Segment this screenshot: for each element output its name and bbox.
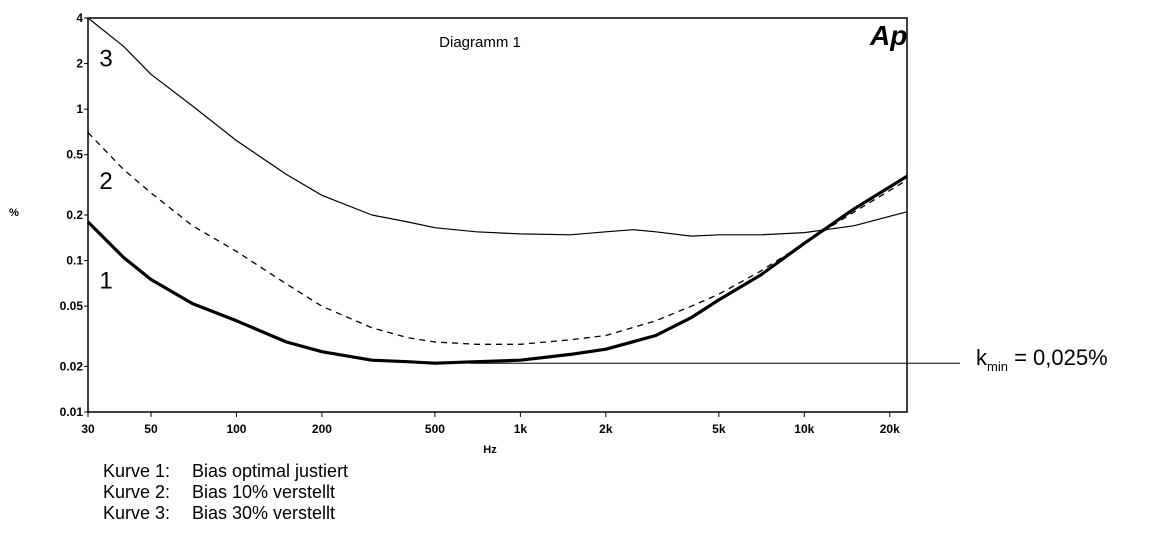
plot-frame: [87, 17, 908, 413]
y-tick-label-7: 2: [76, 57, 83, 71]
x-tick-label-6: 2k: [599, 422, 613, 436]
series-line-3: [87, 17, 908, 237]
legend-key-2: Kurve 2:: [103, 482, 171, 502]
legend-row-3: Kurve 3: Bias 30% verstellt: [103, 503, 348, 524]
chart-title: Diagramm 1: [439, 34, 521, 51]
y-axis-ticks: 0.01 0.02 0.05 0.1 0.2 0.5 1 2 4: [60, 11, 88, 419]
kmin-k: k: [976, 345, 988, 370]
y-axis-label: %: [9, 207, 19, 219]
x-tick-label-0: 30: [81, 422, 95, 436]
x-tick-label-5: 1k: [514, 422, 528, 436]
x-tick-label-4: 500: [425, 422, 445, 436]
kmin-annotation: kmin = 0,025%: [976, 345, 1108, 374]
x-tick-label-3: 200: [312, 422, 332, 436]
curve-label-2: 2: [99, 168, 112, 195]
y-tick-label-6: 1: [76, 102, 83, 116]
ap-logo: Ap: [869, 20, 907, 51]
kmin-value: = 0,025%: [1008, 345, 1108, 370]
x-axis-label: Hz: [483, 444, 497, 456]
y-tick-label-4: 0.2: [66, 208, 83, 222]
legend-text-3: Bias 30% verstellt: [192, 503, 336, 523]
kmin-subscript: min: [987, 359, 1008, 374]
x-tick-label-1: 50: [144, 422, 158, 436]
curve-label-1: 1: [99, 267, 112, 294]
y-tick-label-8: 4: [76, 11, 83, 25]
x-axis-ticks: 30 50 100 200 500 1k 2k 5k 10k 20k: [81, 412, 900, 436]
legend-text-1: Bias optimal justiert: [192, 461, 349, 481]
legend-row-2: Kurve 2: Bias 10% verstellt: [103, 482, 348, 503]
legend-row-1: Kurve 1: Bias optimal justiert: [103, 461, 348, 482]
y-tick-label-5: 0.5: [66, 148, 83, 162]
x-tick-label-2: 100: [226, 422, 246, 436]
y-tick-label-3: 0.1: [66, 254, 83, 268]
curve-label-3: 3: [99, 45, 112, 72]
y-tick-label-2: 0.05: [60, 299, 84, 313]
x-tick-label-7: 5k: [712, 422, 726, 436]
x-tick-label-8: 10k: [794, 422, 814, 436]
legend-text-2: Bias 10% verstellt: [192, 482, 336, 502]
legend-key-1: Kurve 1:: [103, 461, 171, 481]
y-tick-label-1: 0.02: [60, 359, 84, 373]
legend: Kurve 1: Bias optimal justiert Kurve 2: …: [103, 461, 348, 524]
x-tick-label-9: 20k: [880, 422, 900, 436]
curve-labels: 3 2 1: [99, 45, 112, 294]
series-group: [86, 17, 908, 365]
y-tick-label-0: 0.01: [60, 405, 84, 419]
series-line-1: [86, 174, 908, 365]
series-line-2: [87, 132, 908, 345]
legend-key-3: Kurve 3:: [103, 503, 171, 523]
